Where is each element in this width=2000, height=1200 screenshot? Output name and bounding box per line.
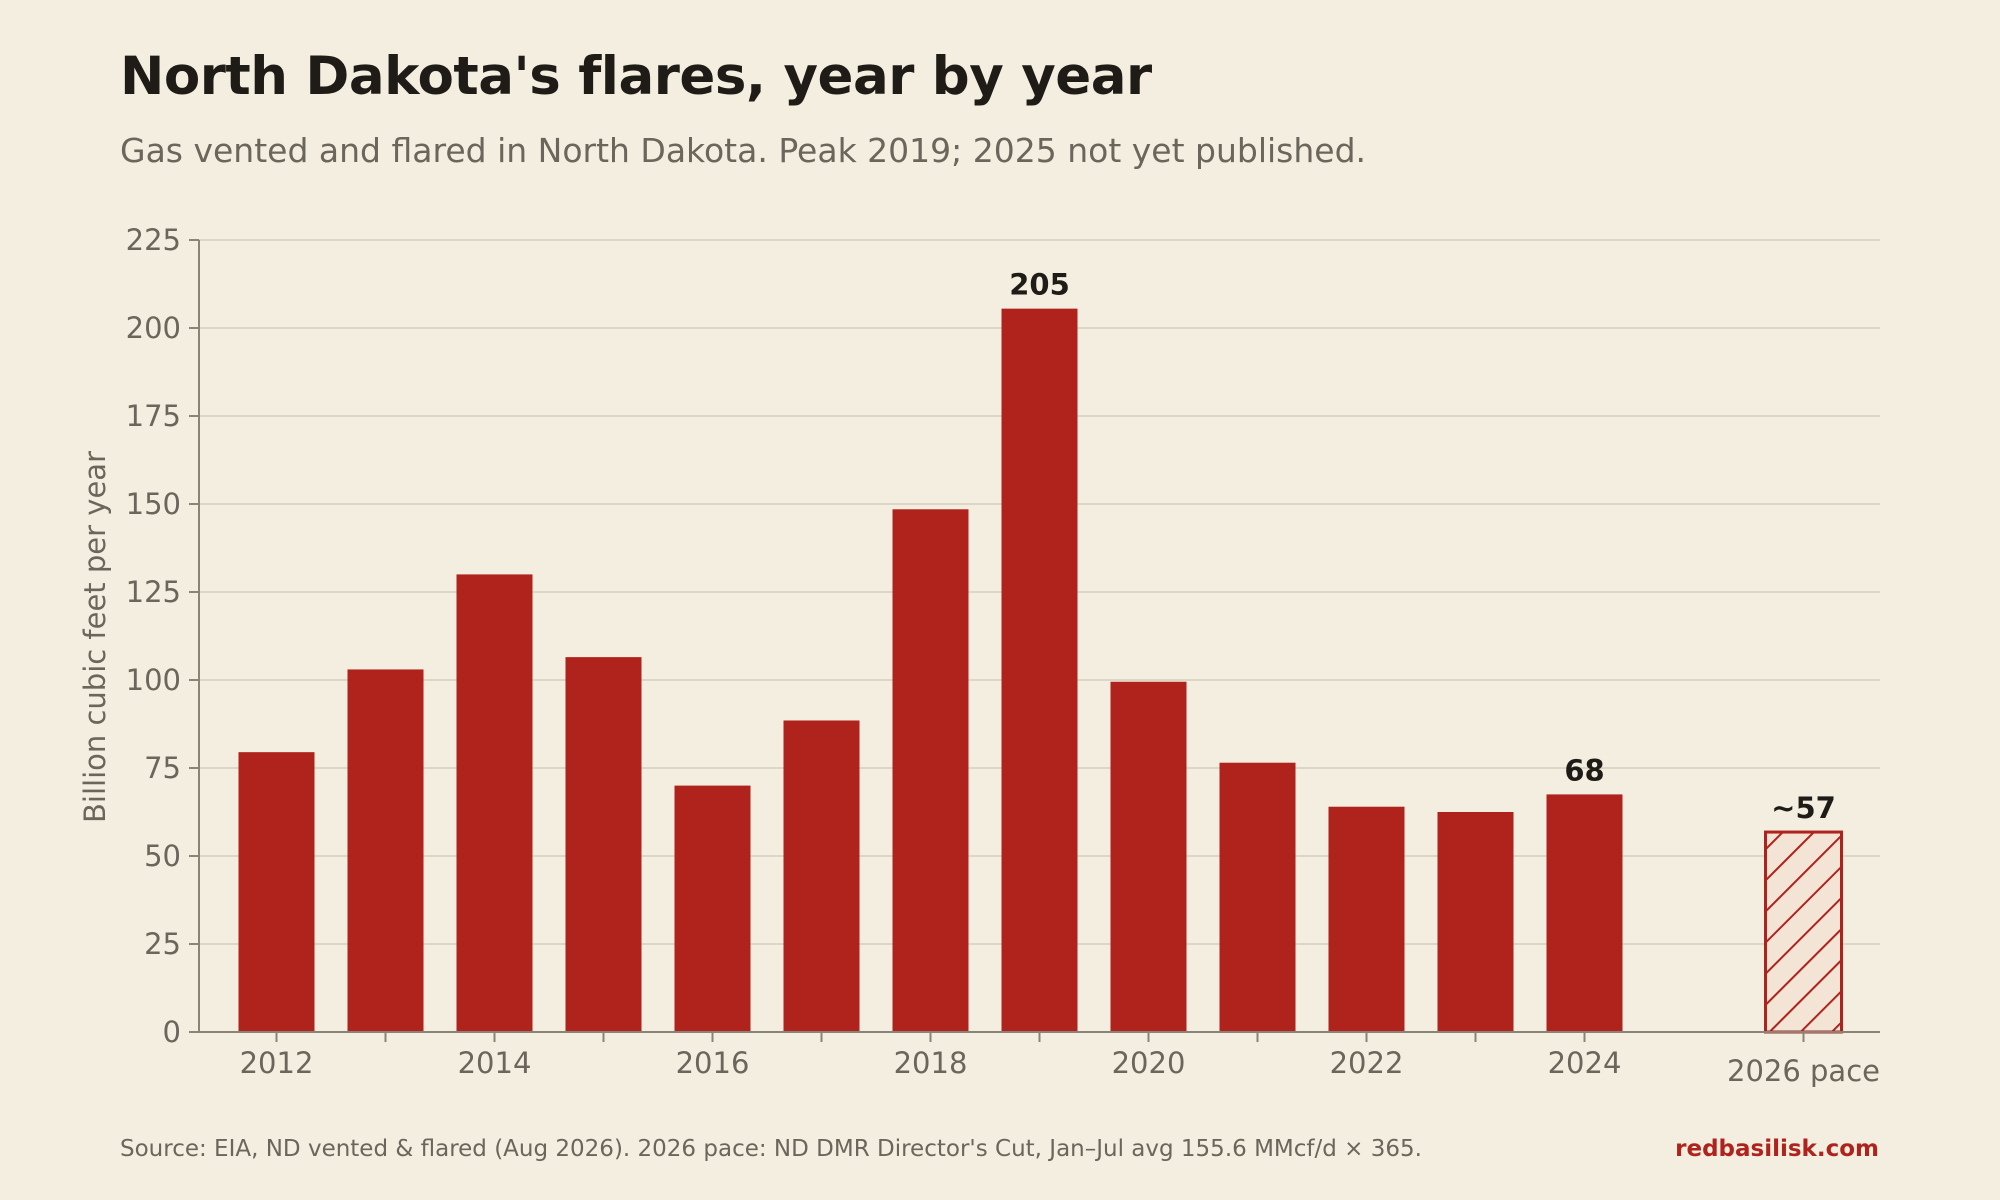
bar-2026-pace <box>1764 830 1843 1034</box>
chart-title: North Dakota's flares, year by year <box>120 46 1152 107</box>
y-tick-label: 125 <box>126 575 181 609</box>
y-tick-label: 200 <box>126 311 181 345</box>
bar-2024 <box>1546 794 1623 1032</box>
site-credit[interactable]: redbasilisk.com <box>1675 1136 1879 1162</box>
bar-2012 <box>238 752 315 1032</box>
bar-2023 <box>1437 812 1514 1032</box>
bars <box>238 308 1843 1034</box>
bar-2014 <box>456 574 533 1032</box>
bar-2015 <box>565 657 642 1032</box>
bar-2022 <box>1328 806 1405 1032</box>
data-label-2026-pace: ~57 <box>1771 791 1836 825</box>
bar-2021 <box>1219 762 1296 1032</box>
x-tick-label: 2014 <box>458 1046 532 1080</box>
bar-2019 <box>1001 308 1078 1032</box>
data-labels: 205 68 ~57 <box>1009 268 1836 825</box>
y-tick-label: 100 <box>126 663 181 697</box>
bar-2017 <box>783 720 860 1032</box>
data-label-2024: 68 <box>1564 753 1604 787</box>
y-tick-label: 25 <box>144 927 181 961</box>
x-tick-label: 2018 <box>894 1046 968 1080</box>
y-tick-label: 225 <box>126 223 181 257</box>
y-tick-label: 75 <box>144 751 181 785</box>
y-axis-ticks: 0 25 50 75 100 125 150 175 200 225 <box>126 223 200 1049</box>
x-tick-label: 2026 pace <box>1727 1054 1880 1088</box>
bar-2020 <box>1110 681 1187 1032</box>
source-note: Source: EIA, ND vented & flared (Aug 202… <box>120 1136 1422 1162</box>
y-tick-label: 50 <box>144 839 181 873</box>
x-tick-label: 2012 <box>240 1046 314 1080</box>
x-tick-label: 2024 <box>1548 1046 1622 1080</box>
bar-2013 <box>347 669 424 1032</box>
x-tick-label: 2022 <box>1330 1046 1404 1080</box>
x-tick-label: 2020 <box>1112 1046 1186 1080</box>
x-tick-label: 2016 <box>676 1046 750 1080</box>
y-tick-label: 175 <box>126 399 181 433</box>
chart-subtitle: Gas vented and flared in North Dakota. P… <box>120 131 1367 170</box>
bar-2016 <box>674 785 751 1032</box>
x-axis-ticks: 2012 2014 2016 2018 2020 2022 2024 2026 pace <box>199 1031 1880 1088</box>
y-tick-label: 150 <box>126 487 181 521</box>
y-tick-label: 0 <box>163 1015 181 1049</box>
y-axis-label: Billion cubic feet per year <box>78 451 112 823</box>
bar-2018 <box>892 509 969 1032</box>
data-label-2019: 205 <box>1009 268 1070 302</box>
